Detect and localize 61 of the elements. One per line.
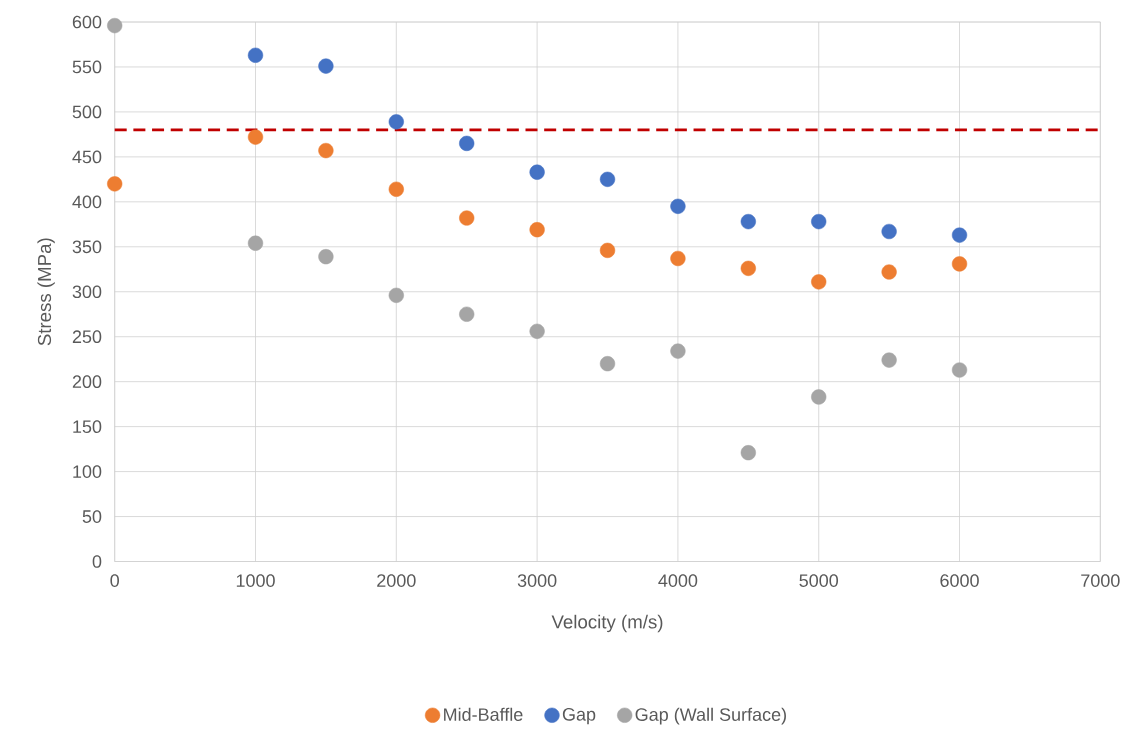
point <box>318 248 334 265</box>
point <box>247 47 264 63</box>
point <box>388 181 404 197</box>
x-tick-label: 2000 <box>377 574 416 587</box>
y-tick-label: 600 <box>72 15 102 29</box>
point <box>670 198 686 214</box>
point <box>459 306 475 322</box>
point <box>881 223 897 239</box>
point <box>951 256 968 272</box>
legend-label: Gap <box>562 707 596 725</box>
point <box>599 171 616 187</box>
y-tick-label: 550 <box>72 60 102 74</box>
x-tick-label: 3000 <box>517 574 557 587</box>
point <box>107 17 123 34</box>
legend-label: Mid-Baffle <box>444 707 523 721</box>
point <box>459 135 475 151</box>
y-tick-label: 250 <box>72 330 102 343</box>
point <box>529 222 545 238</box>
point <box>318 58 334 74</box>
point <box>951 227 968 243</box>
y-tick-label: 200 <box>72 375 102 388</box>
point <box>388 287 404 303</box>
x-tick-label: 1000 <box>236 574 275 587</box>
point <box>811 213 827 230</box>
y-tick-label: 450 <box>72 150 102 164</box>
point <box>388 114 404 130</box>
point <box>529 323 545 339</box>
point <box>740 444 756 461</box>
x-axis-title: Velocity (m/s) <box>551 614 663 633</box>
x-tick-label: 0 <box>110 574 119 587</box>
point <box>107 176 123 192</box>
x-tick-label: 5000 <box>799 574 839 587</box>
legend-label: Gap (Wall Surface) <box>635 707 786 725</box>
y-tick-label: 50 <box>82 510 102 523</box>
point <box>599 242 616 258</box>
y-tick-label: 400 <box>72 195 102 209</box>
x-tick-label: 7000 <box>1081 574 1120 587</box>
point <box>247 129 264 145</box>
point <box>951 362 968 378</box>
point <box>459 210 475 226</box>
y-tick-label: 100 <box>73 465 102 478</box>
point <box>811 274 827 290</box>
y-tick-label: 0 <box>92 555 102 568</box>
point <box>670 250 686 266</box>
point <box>740 260 756 276</box>
point <box>811 389 827 405</box>
point <box>740 213 756 230</box>
y-tick-label: 500 <box>72 105 102 119</box>
point <box>247 235 264 251</box>
x-tick-label: 4000 <box>658 574 698 587</box>
point <box>881 264 897 280</box>
x-tick-label: 6000 <box>940 574 979 587</box>
point <box>318 142 334 159</box>
y-tick-label: 150 <box>73 420 102 433</box>
point <box>529 164 545 180</box>
point <box>670 343 686 359</box>
point <box>881 352 897 368</box>
point <box>599 355 616 372</box>
y-axis-title: Stress (MPa) <box>37 238 55 346</box>
y-tick-label: 300 <box>72 285 102 299</box>
y-tick-label: 350 <box>72 240 102 254</box>
